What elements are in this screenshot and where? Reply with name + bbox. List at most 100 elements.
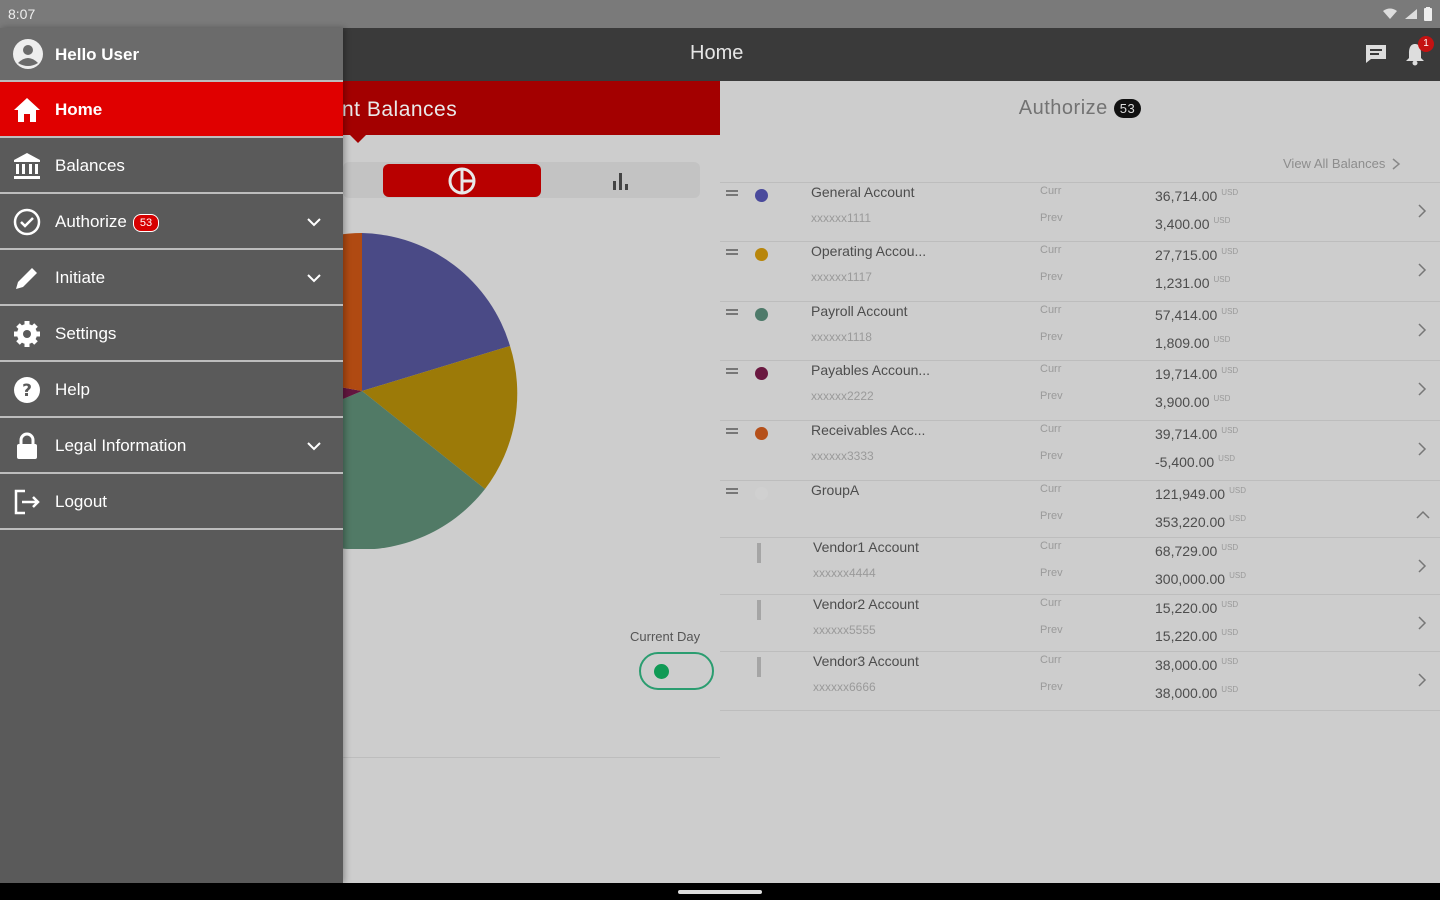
chevron-right-icon — [1418, 323, 1427, 337]
curr-label: Curr — [1040, 244, 1062, 256]
drawer-header: Hello User — [0, 28, 343, 82]
drawer-item-text: Balances — [55, 156, 125, 175]
curr-label: Curr — [1040, 185, 1062, 197]
prev-balance: 3,400.00 USD — [1155, 216, 1230, 232]
prev-balance: -5,400.00 USD — [1155, 454, 1235, 470]
account-row[interactable] — [720, 594, 1440, 651]
account-detail-button[interactable] — [1416, 442, 1428, 456]
bar-chart-toggle-button[interactable] — [600, 168, 642, 193]
account-row[interactable] — [720, 651, 1440, 708]
prev-balance: 1,231.00 USD — [1155, 275, 1230, 291]
pie-chart-icon — [448, 167, 476, 194]
curr-amount: 15,220.00 — [1155, 600, 1218, 616]
collapse-group-button[interactable] — [1416, 508, 1430, 520]
account-number: xxxxxx2222 — [811, 389, 874, 403]
drawer-item-home[interactable]: Home — [0, 82, 343, 138]
notification-badge: 1 — [1418, 36, 1434, 52]
pencil-icon — [16, 268, 37, 289]
lock-icon — [17, 432, 37, 459]
gear-icon — [14, 321, 40, 347]
account-row[interactable] — [720, 301, 1440, 360]
drag-handle-icon[interactable] — [726, 428, 738, 434]
curr-label: Curr — [1040, 654, 1062, 666]
drawer-item-settings[interactable]: Settings — [0, 306, 343, 362]
curr-balance: 121,949.00 USD — [1155, 486, 1246, 502]
drawer-item-label: Home — [55, 100, 102, 120]
drawer-item-logout[interactable]: Logout — [0, 474, 343, 530]
current-day-switch[interactable] — [639, 652, 714, 690]
currency: USD — [1221, 543, 1239, 552]
pie-chart-toggle-button[interactable] — [383, 164, 541, 197]
user-avatar-icon — [13, 39, 43, 69]
account-row[interactable] — [720, 537, 1440, 594]
currency: USD — [1221, 247, 1239, 256]
chevron-down-icon[interactable] — [306, 438, 322, 454]
curr-balance: 19,714.00 USD — [1155, 366, 1238, 382]
view-all-balances-label: View All Balances — [1283, 156, 1386, 171]
drawer-item-initiate[interactable]: Initiate — [0, 250, 343, 306]
drag-handle-icon[interactable] — [726, 190, 738, 196]
pie-slice-general[interactable] — [362, 233, 510, 391]
account-row[interactable] — [720, 480, 1440, 537]
account-name: Vendor3 Account — [813, 653, 919, 669]
drawer-item-text: Logout — [55, 492, 107, 511]
account-row[interactable] — [720, 360, 1440, 419]
home-indicator[interactable] — [678, 890, 762, 894]
account-detail-button[interactable] — [1416, 382, 1428, 396]
prev-label: Prev — [1040, 510, 1063, 522]
account-number: xxxxxx6666 — [813, 680, 876, 694]
drag-handle-icon[interactable] — [726, 249, 738, 255]
account-number: xxxxxx1111 — [811, 211, 872, 225]
account-name: GroupA — [811, 482, 860, 498]
account-number: xxxxxx1117 — [811, 270, 872, 284]
chevron-down-icon[interactable] — [306, 214, 322, 230]
prev-label: Prev — [1040, 390, 1063, 402]
drawer-item-text: Initiate — [55, 268, 106, 287]
currency: USD — [1221, 685, 1239, 694]
prev-label: Prev — [1040, 331, 1063, 343]
switch-knob — [654, 664, 669, 679]
account-row[interactable] — [720, 182, 1440, 241]
account-row[interactable] — [720, 420, 1440, 479]
account-detail-button[interactable] — [1416, 616, 1428, 630]
page-title: Home — [690, 42, 744, 64]
account-detail-button[interactable] — [1416, 204, 1428, 218]
tab-authorize[interactable]: Authorize 53 — [720, 81, 1440, 135]
curr-label: Curr — [1040, 540, 1062, 552]
account-detail-button[interactable] — [1416, 559, 1428, 573]
account-detail-button[interactable] — [1416, 263, 1428, 277]
prev-amount: 38,000.00 — [1155, 685, 1218, 701]
drawer-greeting: Hello User — [55, 45, 140, 64]
message-icon[interactable] — [1365, 44, 1387, 64]
currency: USD — [1229, 514, 1246, 523]
prev-amount: 1,231.00 — [1155, 275, 1210, 291]
curr-balance: 39,714.00 USD — [1155, 426, 1238, 442]
status-bar: 8:07 — [0, 0, 1440, 28]
drag-handle-icon[interactable] — [726, 488, 738, 494]
chevron-right-icon — [1418, 263, 1427, 277]
drawer-item-authorize[interactable]: Authorize 53 — [0, 194, 343, 250]
prev-label: Prev — [1040, 567, 1063, 579]
chevron-down-icon[interactable] — [306, 270, 322, 286]
drawer-item-help[interactable]: ? Help — [0, 362, 343, 418]
drawer-item-balances[interactable]: Balances — [0, 138, 343, 194]
view-all-balances-link[interactable]: View All Balances — [1283, 156, 1401, 171]
currency: USD — [1213, 275, 1231, 284]
curr-label: Curr — [1040, 304, 1062, 316]
svg-text:?: ? — [22, 381, 32, 401]
chevron-right-icon — [1418, 442, 1427, 456]
prev-balance: 3,900.00 USD — [1155, 394, 1230, 410]
account-detail-button[interactable] — [1416, 323, 1428, 337]
account-row[interactable] — [720, 241, 1440, 300]
drag-handle-icon[interactable] — [726, 309, 738, 315]
drawer-item-legal-information[interactable]: Legal Information — [0, 418, 343, 474]
account-detail-button[interactable] — [1416, 673, 1428, 687]
curr-amount: 57,414.00 — [1155, 307, 1218, 323]
currency: USD — [1229, 571, 1246, 580]
drawer-item-text: Home — [55, 100, 103, 119]
pie-slice-operating[interactable] — [362, 346, 518, 489]
currency: USD — [1221, 307, 1239, 316]
drag-handle-icon[interactable] — [726, 368, 738, 374]
currency: USD — [1213, 216, 1231, 225]
account-color-dot — [755, 427, 768, 440]
